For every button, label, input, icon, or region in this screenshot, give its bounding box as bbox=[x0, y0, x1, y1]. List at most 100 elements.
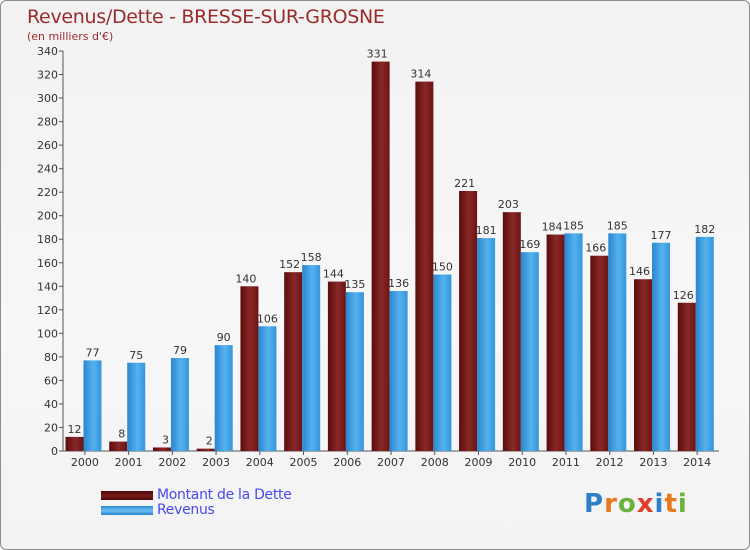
bar-revenue bbox=[695, 236, 714, 451]
data-label: 150 bbox=[432, 261, 453, 274]
x-tick-label: 2000 bbox=[71, 456, 99, 469]
x-tick-label: 2008 bbox=[421, 456, 449, 469]
x-tick-label: 2002 bbox=[158, 456, 186, 469]
data-label: 152 bbox=[279, 258, 300, 271]
legend-swatch-revenue bbox=[101, 506, 153, 515]
y-tick-label: 220 bbox=[37, 186, 58, 199]
y-tick-label: 240 bbox=[37, 163, 58, 176]
data-label: 185 bbox=[563, 219, 584, 232]
data-label: 135 bbox=[344, 278, 365, 291]
logo-letter: o bbox=[617, 489, 637, 519]
legend-swatch-debt bbox=[101, 491, 153, 500]
chart-title: Revenus/Dette - BRESSE-SUR-GROSNE bbox=[27, 6, 385, 28]
y-tick-label: 140 bbox=[37, 280, 58, 293]
bar-revenue bbox=[345, 292, 364, 451]
bar-debt bbox=[240, 286, 259, 451]
x-tick-label: 2004 bbox=[246, 456, 274, 469]
data-label: 90 bbox=[217, 331, 231, 344]
bar-revenue bbox=[389, 291, 408, 451]
bar-revenue bbox=[127, 362, 146, 451]
data-label: 2 bbox=[206, 435, 213, 448]
data-label: 177 bbox=[651, 229, 672, 242]
bar-debt bbox=[415, 81, 434, 452]
y-tick-label: 80 bbox=[44, 351, 58, 364]
bar-debt bbox=[371, 61, 390, 452]
bar-debt bbox=[502, 212, 521, 451]
data-label: 331 bbox=[367, 48, 388, 61]
bar-debt bbox=[590, 255, 609, 451]
data-label: 12 bbox=[68, 423, 82, 436]
proxiti-logo: Proxiti bbox=[584, 489, 688, 519]
y-tick-label: 200 bbox=[37, 210, 58, 223]
logo-letter: P bbox=[584, 489, 605, 519]
data-label: 3 bbox=[162, 433, 169, 446]
bar-debt bbox=[152, 447, 171, 451]
data-label: 77 bbox=[86, 346, 100, 359]
bar-revenue bbox=[433, 274, 452, 451]
bar-debt bbox=[327, 281, 346, 451]
y-tick-label: 300 bbox=[37, 92, 58, 105]
y-tick-label: 40 bbox=[44, 398, 58, 411]
data-label: 169 bbox=[519, 238, 540, 251]
data-label: 221 bbox=[454, 177, 475, 190]
y-tick-label: 280 bbox=[37, 116, 58, 129]
bar-revenue bbox=[477, 238, 496, 451]
x-tick-label: 2007 bbox=[377, 456, 405, 469]
data-label: 106 bbox=[257, 312, 278, 325]
bar-revenue bbox=[83, 360, 102, 451]
bar-debt bbox=[677, 302, 696, 451]
x-tick-label: 2005 bbox=[290, 456, 318, 469]
x-tick-label: 2013 bbox=[639, 456, 667, 469]
data-label: 185 bbox=[607, 219, 628, 232]
y-tick-label: 180 bbox=[37, 233, 58, 246]
data-label: 144 bbox=[323, 268, 344, 281]
data-label: 79 bbox=[173, 344, 187, 357]
bars bbox=[65, 61, 714, 452]
data-label: 184 bbox=[542, 221, 563, 234]
y-tick-label: 0 bbox=[51, 445, 58, 458]
y-tick-label: 260 bbox=[37, 139, 58, 152]
legend-label-revenue: Revenus bbox=[157, 502, 215, 518]
data-label: 158 bbox=[301, 251, 322, 264]
bar-debt bbox=[459, 191, 478, 451]
logo-letter: x bbox=[636, 489, 655, 519]
y-tick-label: 120 bbox=[37, 304, 58, 317]
y-tick-label: 160 bbox=[37, 257, 58, 270]
bar-debt bbox=[196, 448, 215, 451]
x-tick-label: 2011 bbox=[552, 456, 580, 469]
bar-debt bbox=[634, 279, 653, 451]
bar-revenue bbox=[520, 252, 539, 451]
data-label: 136 bbox=[388, 277, 409, 290]
logo-letter: i bbox=[677, 489, 688, 519]
data-label: 146 bbox=[629, 265, 650, 278]
x-tick-label: 2014 bbox=[683, 456, 711, 469]
bar-revenue bbox=[170, 358, 189, 451]
logo-letter: i bbox=[654, 489, 665, 519]
legend-label-debt: Montant de la Dette bbox=[157, 487, 292, 503]
y-tick-label: 100 bbox=[37, 327, 58, 340]
x-tick-label: 2010 bbox=[508, 456, 536, 469]
logo-letter: r bbox=[604, 489, 618, 519]
data-label: 140 bbox=[235, 272, 256, 285]
bar-revenue bbox=[214, 345, 233, 451]
y-tick-label: 60 bbox=[44, 374, 58, 387]
bar-revenue bbox=[608, 233, 627, 451]
x-tick-label: 2001 bbox=[115, 456, 143, 469]
data-label: 181 bbox=[476, 224, 497, 237]
data-label: 126 bbox=[673, 289, 694, 302]
y-tick-label: 320 bbox=[37, 69, 58, 82]
bar-debt bbox=[546, 234, 565, 451]
x-tick-label: 2009 bbox=[464, 456, 492, 469]
axes: 0 20 40 60 80 100 120 140 160 180 200 220 240 260 280 3… bbox=[37, 45, 719, 469]
x-tick-label: 2012 bbox=[596, 456, 624, 469]
y-tick-label: 20 bbox=[44, 421, 58, 434]
y-tick-label: 340 bbox=[37, 45, 58, 58]
data-label: 75 bbox=[129, 349, 143, 362]
data-label: 182 bbox=[694, 223, 715, 236]
x-tick-label: 2006 bbox=[333, 456, 361, 469]
data-label: 203 bbox=[498, 198, 519, 211]
chart-subtitle: (en milliers d'€) bbox=[27, 30, 114, 43]
